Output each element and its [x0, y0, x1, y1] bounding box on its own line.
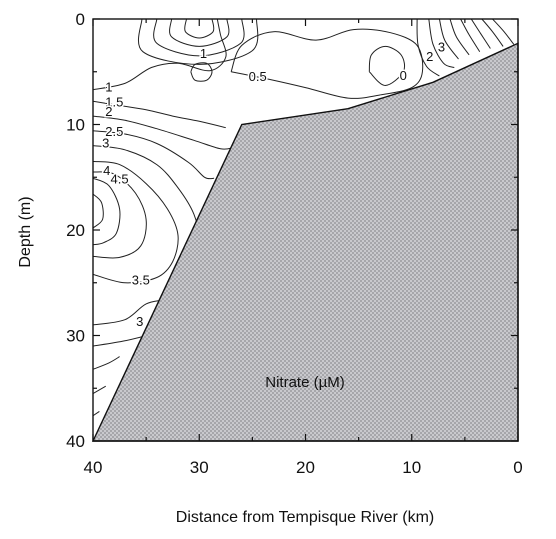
contour-line [449, 19, 470, 56]
x-tick-label: 10 [402, 458, 421, 477]
contour-line [93, 115, 234, 150]
contour-line [169, 19, 230, 47]
contour-line [93, 385, 107, 394]
contour-line [93, 160, 179, 284]
y-tick-label: 0 [76, 10, 85, 29]
contour-line [492, 19, 515, 45]
contour-line [93, 171, 147, 259]
y-tick-label: 30 [66, 327, 85, 346]
contour-line [93, 130, 215, 180]
contour-label: 1 [200, 46, 207, 61]
contour-line [93, 100, 226, 129]
contour-label: 4.5 [111, 171, 129, 186]
contour-line [93, 19, 227, 91]
contour-line [93, 177, 121, 246]
contour-line [416, 19, 440, 77]
contour-line [93, 193, 104, 229]
contour-label: 2 [426, 49, 433, 64]
contour-line [93, 411, 100, 417]
chart-title: Nitrate (µM) [265, 374, 344, 391]
contour-line [428, 19, 455, 68]
contour-label: 3.5 [132, 273, 150, 288]
x-tick-label: 30 [190, 458, 209, 477]
contour-line [470, 19, 491, 49]
y-tick-label: 20 [66, 221, 85, 240]
x-tick-label: 0 [513, 458, 522, 477]
contour-label: 2 [105, 104, 112, 119]
contour-label: 3 [438, 40, 445, 55]
contour-lines [93, 19, 515, 417]
contour-label: 3 [102, 136, 109, 151]
contour-label: 0.5 [249, 69, 267, 84]
contour-labels: 00.511.522.533.544.531 23 [101, 38, 447, 330]
contour-line [481, 19, 504, 47]
contour-label: 0 [400, 68, 407, 83]
contour-label: 1.5 [105, 94, 123, 109]
y-tick-label: 10 [66, 116, 85, 135]
contour-label: 3 [136, 314, 143, 329]
contour-line [438, 19, 459, 60]
contour-label: 1 [105, 80, 112, 95]
x-axis-label: Distance from Tempisque River (km) [176, 509, 434, 526]
contour-label: 2.5 [105, 124, 123, 139]
contour-line [153, 19, 245, 57]
contour-line [93, 356, 120, 370]
contour-line [460, 19, 481, 52]
x-tick-label: 40 [84, 458, 103, 477]
contour-label: 4 [103, 163, 110, 178]
y-tick-label: 40 [66, 432, 85, 451]
x-tick-label: 20 [296, 458, 315, 477]
contour-line [137, 19, 259, 65]
y-axis-label: Depth (m) [17, 196, 34, 267]
contour-line [184, 19, 215, 39]
contour-line [190, 62, 213, 82]
contour-line [368, 45, 406, 87]
contour-line [230, 28, 424, 99]
